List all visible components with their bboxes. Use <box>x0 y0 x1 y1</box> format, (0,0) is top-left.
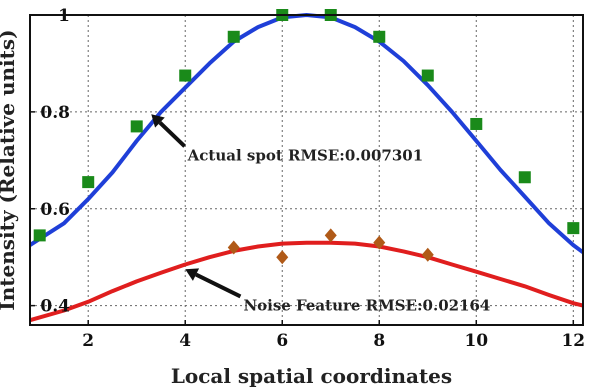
annotation-text: Actual spot RMSE:0.007301 <box>187 146 424 164</box>
x-tick-label: 6 <box>276 331 288 351</box>
data-point-square <box>567 222 580 235</box>
x-axis-label: Local spatial coordinates <box>171 364 452 388</box>
x-tick-label: 2 <box>82 331 94 351</box>
data-point-square <box>421 69 434 82</box>
data-points <box>33 9 580 265</box>
annotations: Actual spot RMSE:0.007301 Noise Feature R… <box>151 114 490 314</box>
annotation-arrow <box>158 121 187 148</box>
annotation-text: Noise Feature RMSE:0.02164 <box>243 296 490 314</box>
fit-curve <box>28 13 585 254</box>
annotation-arrowhead <box>151 114 165 128</box>
y-tick-label: 0.8 <box>40 103 70 123</box>
y-tick-label: 0.6 <box>40 200 70 220</box>
x-tick-label: 12 <box>561 331 585 351</box>
data-point-diamond <box>373 235 386 250</box>
x-tick-label: 8 <box>373 331 385 351</box>
x-tick-label: 10 <box>464 331 488 351</box>
data-point-diamond <box>276 250 289 265</box>
annotation-arrowhead <box>185 268 200 281</box>
fit-curve <box>29 240 584 323</box>
data-point-square <box>227 30 240 43</box>
data-point-square <box>373 30 386 43</box>
data-point-square <box>179 69 192 82</box>
data-point-square <box>130 120 143 133</box>
annotation-arrow <box>195 272 242 299</box>
data-point-square <box>518 171 531 184</box>
data-point-diamond <box>227 240 240 255</box>
data-point-diamond <box>324 228 337 243</box>
x-ticks: 2 4 6 8 10 12 <box>82 320 585 351</box>
x-tick-label: 4 <box>179 331 191 351</box>
data-point-square <box>470 117 483 130</box>
y-axis-label: Intensity (Relative units) <box>0 29 19 310</box>
y-tick-label: 1 <box>58 6 70 26</box>
data-point-diamond <box>421 247 434 262</box>
y-ticks: 0.4 0.6 0.8 1 <box>30 6 70 317</box>
fit-curves <box>28 13 585 323</box>
y-tick-label: 0.4 <box>40 297 70 317</box>
plot-frame <box>29 14 584 326</box>
data-point-square <box>82 176 95 189</box>
data-point-square <box>33 229 46 242</box>
